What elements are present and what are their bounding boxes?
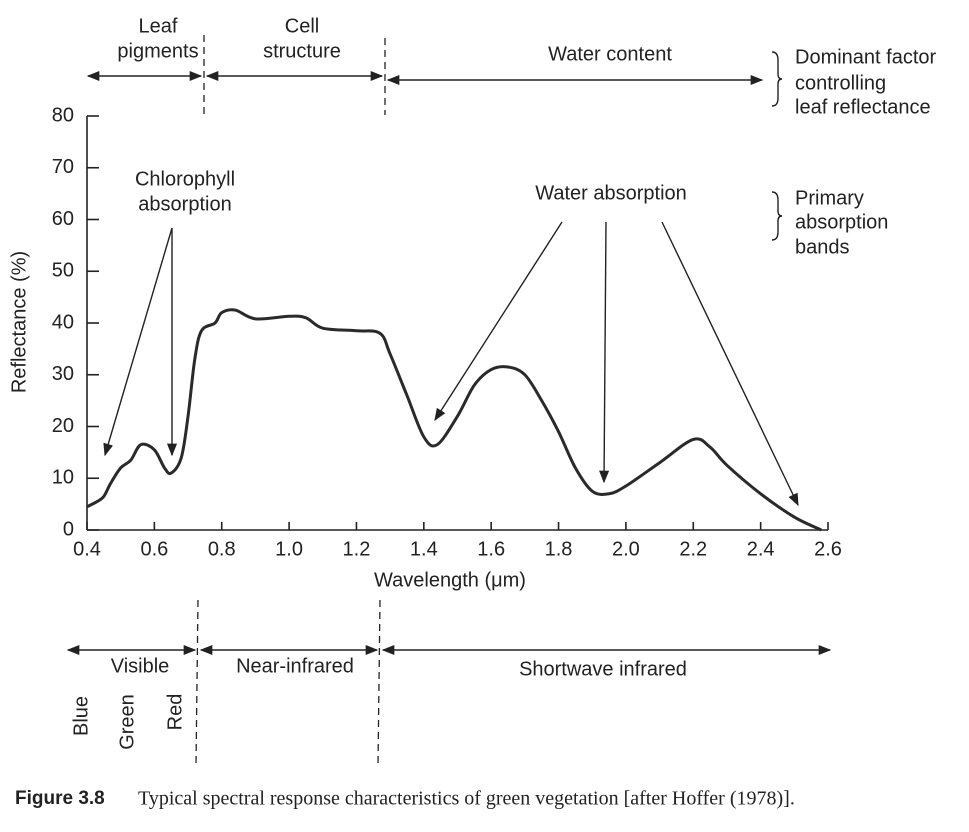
- y-tick-label: 60: [52, 208, 74, 230]
- region-label: structure: [263, 40, 341, 62]
- note: Dominant factor: [795, 46, 937, 68]
- note: leaf reflectance: [795, 96, 931, 118]
- annotation: Chlorophyll: [135, 168, 235, 190]
- annotation-arrow: [661, 221, 799, 507]
- y-tick-label: 10: [52, 467, 74, 489]
- region-label: Shortwave infrared: [519, 658, 687, 680]
- region-label: Near-infrared: [236, 655, 354, 677]
- note: Primary: [795, 187, 864, 209]
- x-tick-label: 2.0: [612, 538, 640, 560]
- x-tick-label: 0.8: [208, 538, 236, 560]
- region-label: Visible: [111, 655, 170, 677]
- y-axis-label: Reflectance (%): [8, 251, 30, 393]
- x-tick-label: 2.2: [679, 538, 707, 560]
- annotation-arrow: [434, 221, 563, 422]
- annotation-arrow: [103, 227, 173, 457]
- x-tick-label: 0.4: [73, 538, 101, 560]
- x-tick-label: 2.6: [814, 538, 842, 560]
- x-tick-label: 1.4: [410, 538, 438, 560]
- x-tick-label: 1.6: [477, 538, 505, 560]
- annotation-arrow: [599, 221, 610, 484]
- y-tick-label: 80: [52, 104, 74, 126]
- note: absorption: [795, 211, 888, 233]
- y-tick-label: 70: [52, 156, 74, 178]
- y-tick-label: 20: [52, 415, 74, 437]
- region-label: Cell: [285, 15, 319, 37]
- region-divider: [377, 599, 381, 766]
- x-tick-label: 2.4: [747, 538, 775, 560]
- caption-label: Figure 3.8: [15, 788, 105, 809]
- x-axis-label: Wavelength (μm): [374, 569, 526, 591]
- caption-text: Typical spectral response characteristic…: [138, 788, 795, 810]
- y-tick-label: 40: [52, 311, 74, 333]
- annotation: absorption: [138, 193, 231, 215]
- x-tick-label: 1.0: [275, 538, 303, 560]
- reflectance-line: [86, 308, 822, 532]
- y-tick-label: 0: [63, 518, 74, 540]
- region-divider: [195, 599, 199, 766]
- x-tick-label: 0.6: [140, 538, 168, 560]
- color-label: Red: [164, 694, 186, 731]
- region-label: Water content: [548, 43, 672, 65]
- note: controlling: [795, 72, 886, 94]
- note: bands: [795, 236, 850, 258]
- y-tick-label: 50: [52, 260, 74, 282]
- region-label: Leaf: [139, 15, 178, 37]
- brace: [771, 191, 783, 241]
- x-tick-label: 1.8: [545, 538, 573, 560]
- annotation: Water absorption: [535, 182, 687, 204]
- y-tick-label: 30: [52, 363, 74, 385]
- region-label: pigments: [117, 40, 198, 62]
- color-label: Green: [116, 694, 138, 750]
- brace: [771, 51, 783, 107]
- color-label: Blue: [70, 696, 92, 736]
- x-tick-label: 1.2: [343, 538, 371, 560]
